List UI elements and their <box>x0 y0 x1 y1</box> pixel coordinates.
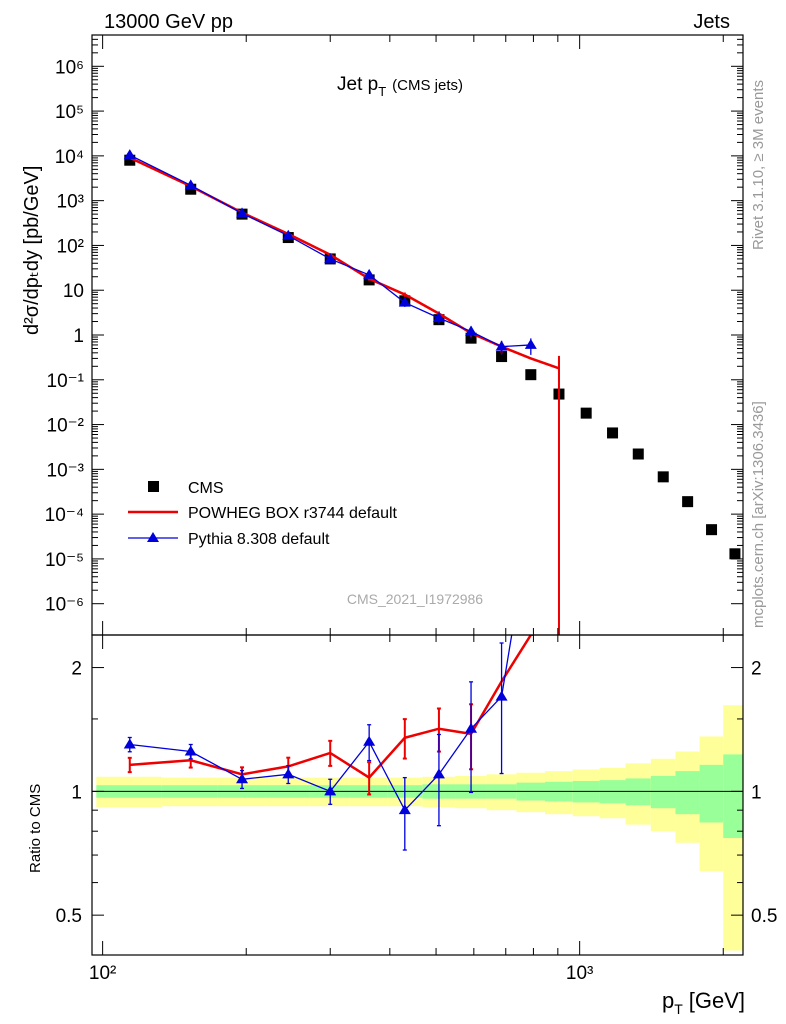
pythia-ratio-point <box>398 804 411 815</box>
legend-cms-label: CMS <box>188 480 224 497</box>
ratio-tick-label: 1 <box>751 782 762 803</box>
cms-data-point <box>706 524 718 536</box>
ratio-band-green <box>699 764 724 823</box>
pythia-data-point <box>398 296 411 307</box>
ratio-plot-marks <box>123 635 536 851</box>
y-tick-label: 10⁻⁴ <box>45 505 84 526</box>
pythia-data-point <box>282 229 295 240</box>
ratio-tick-label: 0.5 <box>56 906 82 927</box>
ratio-band-green <box>625 778 651 806</box>
cms-data-point <box>580 407 592 419</box>
ratio-band-green <box>723 754 743 839</box>
pythia-ratio-point <box>495 690 508 701</box>
pythia-data-point <box>184 179 197 190</box>
pythia-data-point <box>236 207 249 218</box>
pythia-ratio-point <box>324 785 337 796</box>
mcplots-label: mcplots.cern.ch [arXiv:1306.3436] <box>750 401 767 628</box>
x-axis-label: pT [GeV] <box>662 988 745 1017</box>
analysis-id-label: CMS_2021_I1972986 <box>347 591 483 607</box>
y-tick-label: 10⁻⁶ <box>45 595 84 616</box>
channel-label: Jets <box>693 11 730 33</box>
pythia-data-point <box>123 149 136 160</box>
y-tick-label: 10² <box>57 236 84 257</box>
y-tick-label: 10⁶ <box>55 57 84 78</box>
y-tick-label: 1 <box>73 326 84 347</box>
y-tick-label: 10⁻⁵ <box>45 550 84 571</box>
ratio-tick-label: 2 <box>751 659 762 680</box>
main-plot-marks <box>123 149 741 635</box>
ratio-tick-label: 0.5 <box>751 906 777 927</box>
y-tick-label: 10⁴ <box>55 147 84 168</box>
pythia-ratio-point <box>184 745 197 756</box>
pythia-ratio-point <box>123 738 136 749</box>
pythia-data-point <box>465 325 478 336</box>
ratio-tick-label: 2 <box>71 659 82 680</box>
cms-data-point <box>682 496 694 508</box>
legend-cms-marker <box>148 481 159 492</box>
axes: 10⁻⁶ 10⁻⁵ 10⁻⁴ 10⁻³ 10⁻² 10⁻¹ 1 10 10² 10³ 10⁴ 10⁵ 1… <box>45 34 777 984</box>
ratio-tick-label: 1 <box>71 782 82 803</box>
rivet-version-label: Rivet 3.1.10, ≥ 3M events <box>750 80 767 250</box>
pythia-ratio-point <box>363 735 376 746</box>
legend-pythia-label: Pythia 8.308 default <box>188 531 330 548</box>
ratio-axis-label: Ratio to CMS <box>27 784 44 873</box>
y-tick-label: 10⁻³ <box>47 460 85 481</box>
y-tick-label: 10⁻² <box>47 416 85 437</box>
cms-data-point <box>632 448 644 460</box>
pythia-ratio-point <box>432 768 445 779</box>
pythia-ratio-point <box>465 722 478 733</box>
y-tick-label: 10³ <box>57 192 84 213</box>
x-tick-label: 10² <box>89 963 116 984</box>
cms-data-point <box>525 369 537 381</box>
x-tick-label: 10³ <box>566 963 593 984</box>
ratio-uncertainty-bands <box>96 705 743 951</box>
cms-data-point <box>657 471 669 483</box>
ratio-band-green <box>675 771 700 815</box>
pythia-data-point <box>363 268 376 279</box>
pythia-data-point <box>432 311 445 322</box>
pythia-ratio-point <box>236 773 249 784</box>
legend: CMS POWHEG BOX r3744 default Pythia 8.30… <box>128 480 398 548</box>
y-tick-label: 10⁻¹ <box>47 371 85 392</box>
ratio-band-green <box>650 775 676 809</box>
plot-title: Jet pT (CMS jets) <box>337 74 463 99</box>
cms-data-point <box>607 427 619 439</box>
cms-data-point <box>729 548 741 560</box>
ratio-plot-frame <box>91 634 744 956</box>
cms-data-point <box>124 154 136 166</box>
pythia-ratio-point <box>282 768 295 779</box>
powheg-ratio-curve <box>129 635 536 780</box>
y-tick-label: 10⁵ <box>55 102 84 123</box>
y-tick-label: 10 <box>63 281 84 302</box>
legend-powheg-label: POWHEG BOX r3744 default <box>188 505 398 522</box>
pythia-data-point <box>495 340 508 351</box>
pythia-data-point <box>324 252 337 263</box>
cms-data-point <box>496 351 508 363</box>
energy-label: 13000 GeV pp <box>104 11 233 33</box>
y-axis-label: d²σ/dpₜdy [pb/GeV] <box>21 166 43 335</box>
legend-pythia-marker <box>147 532 159 542</box>
pythia-data-point <box>524 338 537 349</box>
